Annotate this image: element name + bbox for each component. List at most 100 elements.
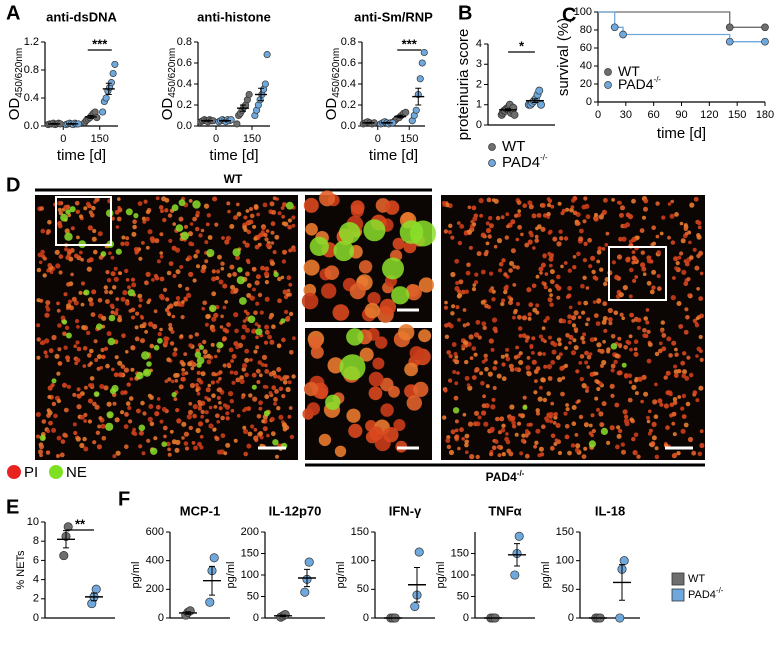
cell — [82, 364, 87, 368]
x-axis-label: time [d] — [57, 147, 106, 164]
cell — [319, 190, 336, 207]
cell — [276, 367, 282, 372]
cell — [332, 304, 350, 321]
net — [251, 384, 257, 390]
cell — [120, 410, 125, 415]
y-tick-label: 200 — [241, 526, 259, 538]
cell — [588, 423, 593, 428]
cell — [540, 452, 545, 457]
cell — [610, 393, 615, 398]
cell — [195, 226, 200, 232]
chart-title: TNFα — [488, 503, 521, 518]
cell — [452, 370, 457, 374]
legend-sup: -/- — [716, 586, 724, 595]
cell — [141, 451, 146, 456]
cell — [105, 363, 110, 369]
cell — [616, 425, 621, 430]
cell — [474, 280, 479, 285]
cell — [287, 218, 292, 223]
cell — [547, 288, 553, 293]
cell — [280, 206, 285, 210]
cell — [508, 300, 513, 306]
cell — [242, 425, 247, 430]
cell — [548, 263, 553, 268]
cell — [636, 325, 641, 330]
cell — [540, 262, 546, 268]
cell — [542, 352, 546, 356]
data-point — [205, 597, 215, 607]
cell — [244, 242, 250, 248]
cell — [66, 303, 72, 309]
cell — [75, 436, 81, 442]
cell — [178, 384, 184, 390]
net — [399, 220, 424, 244]
cell — [628, 380, 633, 385]
cell — [188, 425, 193, 431]
legend-dot — [7, 465, 21, 479]
net — [51, 378, 57, 384]
cell — [457, 240, 463, 246]
cell — [538, 266, 544, 272]
cell — [227, 209, 231, 214]
cell — [496, 444, 501, 450]
cell — [113, 266, 118, 271]
cell — [579, 228, 584, 234]
cell — [292, 336, 296, 341]
cell — [137, 293, 143, 299]
group-label: WT — [224, 172, 243, 186]
cell — [205, 313, 211, 320]
cell — [552, 421, 557, 425]
cell — [252, 287, 256, 292]
cell — [671, 421, 676, 426]
x-tick-label: 120 — [700, 109, 718, 121]
cell — [495, 215, 501, 221]
data-point — [245, 90, 253, 99]
cell — [471, 375, 477, 380]
cell — [586, 354, 592, 360]
error-bar — [415, 87, 422, 106]
cell — [46, 268, 50, 273]
cell — [41, 419, 47, 424]
cell — [520, 232, 524, 237]
cell — [138, 430, 144, 436]
cell — [627, 397, 633, 403]
cell — [446, 350, 452, 355]
cell — [571, 405, 577, 410]
cell — [64, 228, 70, 234]
cell — [364, 302, 380, 319]
x-axis-label: time [d] — [209, 147, 258, 164]
y-axis-label-text: OD — [323, 98, 340, 121]
cell — [680, 238, 686, 244]
cell — [200, 414, 205, 419]
cell — [516, 302, 520, 306]
cell — [57, 323, 62, 328]
cell — [547, 251, 552, 256]
cell — [501, 362, 506, 367]
y-axis-label-text: pg/ml — [435, 562, 447, 589]
cell — [62, 331, 67, 337]
cell — [640, 250, 645, 255]
cell — [599, 422, 605, 428]
cell — [533, 390, 538, 395]
cell — [242, 240, 247, 245]
y-tick-label: 1 — [476, 99, 482, 111]
cell — [141, 216, 146, 221]
legend-name: PAD4 — [502, 154, 540, 171]
cell — [537, 351, 543, 357]
cell — [504, 284, 509, 289]
cell — [270, 241, 275, 245]
cell — [643, 316, 648, 321]
data-point — [300, 587, 310, 597]
cell — [68, 256, 74, 262]
cell — [304, 381, 319, 397]
cell — [616, 254, 623, 260]
cell — [259, 310, 264, 315]
cell — [488, 215, 493, 221]
cell — [167, 377, 172, 382]
cell — [97, 424, 102, 429]
cell — [574, 329, 578, 334]
cell — [288, 311, 294, 317]
cell — [450, 271, 456, 278]
cell — [622, 223, 628, 229]
error-bar — [619, 564, 625, 601]
